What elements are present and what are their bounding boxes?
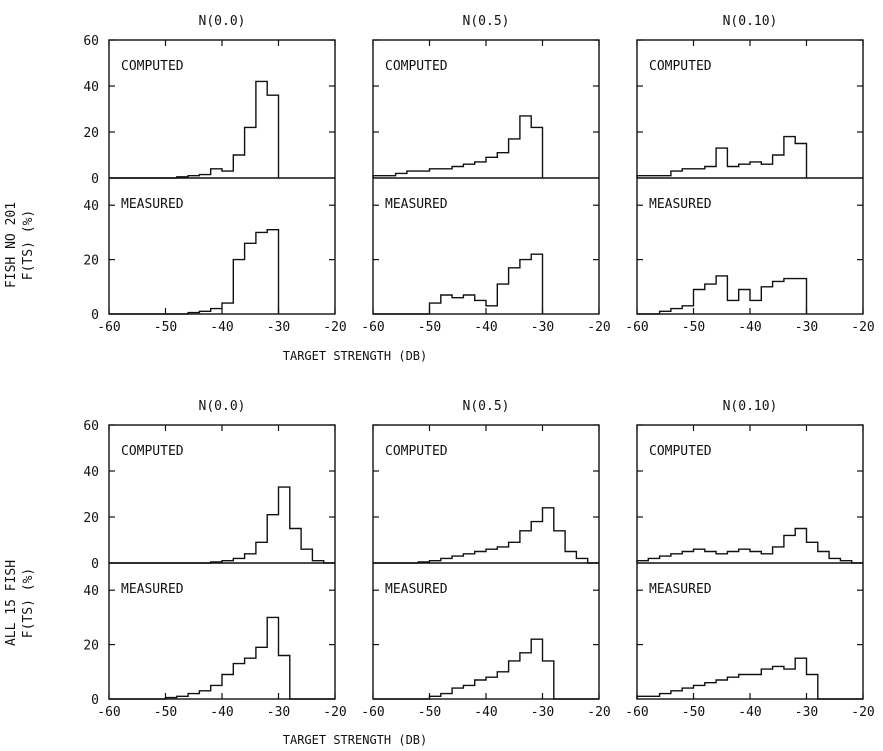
y-tick-label: 40 [83,465,99,480]
x-tick-label: -20 [851,705,874,720]
x-tick-label: -60 [625,320,648,335]
x-tick-label: -20 [323,705,346,720]
measured-series [636,657,863,700]
histogram-panels: N(0.0) COMPUTED MEASURED -60 -50 -40 -30 -20 0 20… [83,14,874,720]
x-tick-label: -20 [587,320,610,335]
group-ylabel-line2: F(TS) (%) [21,568,36,638]
x-tick-label: -50 [682,320,705,335]
x-tick-label: -30 [531,705,554,720]
computed-label: COMPUTED [121,59,184,74]
computed-label: COMPUTED [649,444,712,459]
x-tick-label: -20 [587,705,610,720]
group-fish-201: FISH NO 201 F(TS) (%) TARGET STRENGTH (D… [4,202,427,363]
measured-series [373,253,544,315]
x-tick-label: -50 [418,320,441,335]
x-tick-label: -30 [795,705,818,720]
x-tick-label: -50 [682,705,705,720]
x-tick-label: -60 [97,705,120,720]
x-tick-label: -60 [97,320,120,335]
computed-label: COMPUTED [649,59,712,74]
computed-series [109,80,280,179]
panel-frame [636,39,864,315]
panel-frame [372,39,600,315]
panel-title: N(0.5) [463,14,510,29]
x-tick-label: -30 [795,320,818,335]
x-tick-label: -30 [267,705,290,720]
panel-title: N(0.10) [723,399,778,414]
x-tick-label: -30 [267,320,290,335]
y-tick-label: 40 [83,199,99,214]
measured-label: MEASURED [385,197,448,212]
x-tick-label: -40 [474,320,497,335]
measured-label: MEASURED [121,197,184,212]
x-tick-label: -40 [210,320,233,335]
y-tick-label: 0 [91,308,99,323]
y-tick-label: 60 [83,34,99,49]
x-tick-label: -20 [323,320,346,335]
y-tick-label: 40 [83,584,99,599]
x-tick-label: -40 [210,705,233,720]
measured-series [109,229,280,315]
x-tick-label: -50 [154,320,177,335]
panel-frame [108,39,336,315]
computed-label: COMPUTED [121,444,184,459]
histogram-panel: N(0.0) COMPUTED MEASURED -60 -50 -40 -30 -20 0 20… [83,399,346,720]
computed-series [372,115,544,178]
x-tick-label: -20 [851,320,874,335]
x-tick-label: -60 [625,705,648,720]
computed-series [636,527,863,564]
group-all-15-fish: ALL 15 FISH F(TS) (%) TARGET STRENGTH (D… [4,560,427,747]
group-ylabel-line1: FISH NO 201 [4,202,19,288]
panel-title: N(0.10) [723,14,778,29]
histogram-panel: N(0.10) COMPUTED MEASURED -60 -50 -40 -30 -20 [625,399,874,720]
measured-label: MEASURED [121,582,184,597]
measured-label: MEASURED [649,197,712,212]
panel-title: N(0.0) [199,14,246,29]
y-tick-label: 20 [83,254,99,269]
y-tick-label: 60 [83,419,99,434]
panel-title: N(0.5) [463,399,510,414]
x-tick-label: -40 [738,320,761,335]
measured-series [109,616,335,700]
group-ylabel-line2: F(TS) (%) [21,210,36,280]
group-ylabel-line1: ALL 15 FISH [4,560,19,646]
y-tick-label: 0 [91,557,99,572]
measured-label: MEASURED [649,582,712,597]
histogram-panel: N(0.10) COMPUTED MEASURED -60 -50 -40 -30 -20 [625,14,874,335]
x-tick-label: -30 [531,320,554,335]
computed-series [636,135,808,178]
y-tick-label: 40 [83,80,99,95]
x-tick-label: -40 [474,705,497,720]
group-xlabel: TARGET STRENGTH (DB) [283,349,428,363]
y-tick-label: 20 [83,126,99,141]
measured-series [637,275,808,315]
y-tick-label: 20 [83,511,99,526]
computed-series [373,507,599,564]
y-tick-label: 0 [91,172,99,187]
x-tick-label: -60 [361,705,384,720]
measured-series [373,638,599,700]
histogram-panel: N(0.5) COMPUTED MEASURED -60 -50 -40 -30 -20 [361,14,610,335]
panel-title: N(0.0) [199,399,246,414]
computed-label: COMPUTED [385,444,448,459]
y-tick-label: 20 [83,639,99,654]
computed-series [109,486,335,564]
x-tick-label: -50 [418,705,441,720]
x-tick-label: -40 [738,705,761,720]
panel-frame [372,424,600,700]
measured-label: MEASURED [385,582,448,597]
y-tick-label: 0 [91,693,99,708]
computed-label: COMPUTED [385,59,448,74]
histogram-panel: N(0.5) COMPUTED MEASURED -60 -50 -40 -30 -20 [361,399,610,720]
group-xlabel: TARGET STRENGTH (DB) [283,733,428,747]
x-tick-label: -60 [361,320,384,335]
panel-frame [636,424,864,700]
x-tick-label: -50 [154,705,177,720]
histogram-panel: N(0.0) COMPUTED MEASURED -60 -50 -40 -30 -20 0 20… [83,14,346,335]
